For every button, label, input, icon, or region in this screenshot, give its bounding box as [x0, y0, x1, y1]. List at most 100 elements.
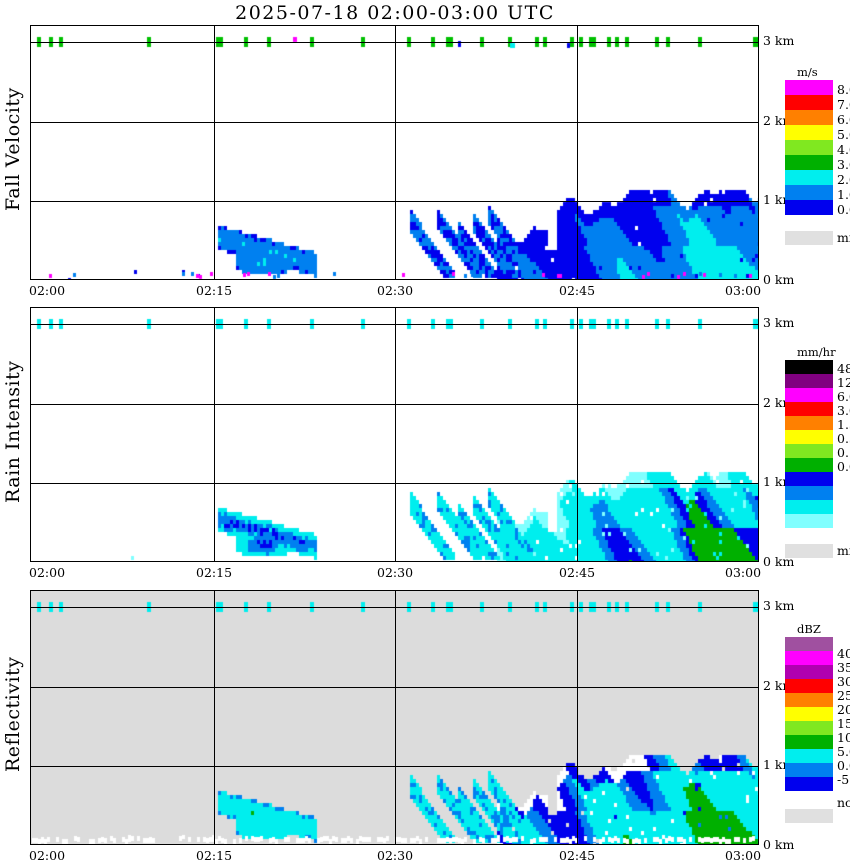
- gridline-vertical: [213, 26, 215, 279]
- x-tick-label: 02:00: [29, 848, 66, 863]
- colorbar-tick-label: 10.0: [837, 730, 850, 745]
- colorbar-tick-label: 0.5: [837, 431, 850, 446]
- colorbar-tick-label: 48.0: [837, 361, 850, 376]
- gridline-1km: [30, 201, 758, 202]
- x-tick-label: 02:00: [29, 565, 66, 580]
- colorbar-swatch: [785, 735, 833, 749]
- colorbar-swatch: [785, 170, 833, 185]
- colorbar-unit-fall-velocity: m/s: [797, 65, 818, 79]
- colorbar-swatch: [785, 749, 833, 763]
- page-title: 2025-07-18 02:00-03:00 UTC: [235, 2, 555, 24]
- y-tick-label: 3 km: [763, 598, 795, 613]
- gridline-vertical: [394, 591, 396, 844]
- colorbar-swatch: [785, 95, 833, 110]
- colorbar-swatch: [785, 721, 833, 735]
- colorbar-tick-label: 25.0: [837, 688, 850, 703]
- colorbar-swatch: [785, 486, 833, 500]
- colorbar-swatch: [785, 707, 833, 721]
- x-tick-label: 02:15: [196, 565, 233, 580]
- colorbar-tick-label: 30.0: [837, 674, 850, 689]
- colorbar-tick-label: 0.0: [837, 758, 850, 773]
- colorbar-tick-label: 15.0: [837, 716, 850, 731]
- gridline-vertical: [213, 308, 215, 561]
- y-tick-label: 0 km: [763, 837, 795, 852]
- x-tick-label: 02:30: [377, 565, 414, 580]
- colorbar-swatch: [785, 388, 833, 402]
- colorbar-swatch: [785, 125, 833, 140]
- colorbar-tick-label: 3.0: [837, 403, 850, 418]
- colorbar-tick-label: 5.0: [837, 127, 850, 142]
- colorbar-tick-label: -5.0: [837, 772, 850, 787]
- colorbar-swatch: [785, 679, 833, 693]
- colorbar-tick-label: 6.0: [837, 389, 850, 404]
- colorbar-swatch: [785, 155, 833, 170]
- gridline-2km: [30, 404, 758, 405]
- gridline-3km: [30, 607, 758, 608]
- gridline-vertical: [394, 26, 396, 279]
- colorbar-swatch: [785, 763, 833, 777]
- colorbar-tick-label: 7.0: [837, 97, 850, 112]
- plot-area-rain-intensity[interactable]: [29, 307, 759, 562]
- colorbar-swatch: [785, 402, 833, 416]
- plot-area-reflectivity[interactable]: [29, 590, 759, 845]
- gridline-2km: [30, 122, 758, 123]
- colorbar-tick-label: 2.0: [837, 172, 850, 187]
- colorbar-swatch: [785, 637, 833, 651]
- y-tick-label: 0 km: [763, 272, 795, 287]
- colorbar-swatch: [785, 360, 833, 374]
- colorbar-swatch: [785, 458, 833, 472]
- colorbar-tick-label: 40.0: [837, 646, 850, 661]
- colorbar-swatch: [785, 416, 833, 430]
- colorbar-swatch: [785, 693, 833, 707]
- plot-area-fall-velocity[interactable]: [29, 25, 759, 280]
- panel-title-reflectivity: Reflectivity: [2, 656, 24, 773]
- colorbar-missing-label: miss: [837, 543, 850, 558]
- y-tick-label: 3 km: [763, 33, 795, 48]
- x-tick-label: 03:00: [725, 283, 762, 298]
- colorbar-swatch: [785, 140, 833, 155]
- colorbar-missing-swatch: [785, 231, 833, 245]
- colorbar-tick-label: 12.0: [837, 375, 850, 390]
- colorbar-tick-label: 20.0: [837, 702, 850, 717]
- colorbar-tick-label: 35.0: [837, 660, 850, 675]
- colorbar-missing-label: none: [837, 795, 850, 810]
- colorbar-swatch: [785, 110, 833, 125]
- panel-title-rain-intensity: Rain Intensity: [2, 360, 24, 503]
- colorbar-swatch: [785, 374, 833, 388]
- colorbar-swatch: [785, 665, 833, 679]
- gridline-1km: [30, 766, 758, 767]
- colorbar-swatch: [785, 472, 833, 486]
- x-tick-label: 02:30: [377, 283, 414, 298]
- colorbar-tick-label: 0.0: [837, 459, 850, 474]
- colorbar-swatch: [785, 185, 833, 200]
- x-tick-label: 02:15: [196, 848, 233, 863]
- panel-title-fall-velocity: Fall Velocity: [2, 87, 24, 212]
- colorbar-missing-swatch: [785, 544, 833, 558]
- gridline-vertical: [576, 591, 578, 844]
- y-tick-label: 3 km: [763, 315, 795, 330]
- colorbar-tick-label: 4.0: [837, 142, 850, 157]
- gridline-vertical: [394, 308, 396, 561]
- x-tick-label: 02:45: [559, 283, 596, 298]
- gridline-vertical: [213, 591, 215, 844]
- colorbar-tick-label: 6.0: [837, 112, 850, 127]
- x-tick-label: 02:45: [559, 565, 596, 580]
- colorbar-swatch: [785, 651, 833, 665]
- x-tick-label: 03:00: [725, 565, 762, 580]
- x-tick-label: 02:30: [377, 848, 414, 863]
- colorbar-swatch: [785, 777, 833, 791]
- colorbar-missing-swatch: [785, 809, 833, 823]
- colorbar-tick-label: 1.0: [837, 187, 850, 202]
- colorbar-unit-rain-intensity: mm/hr: [797, 345, 836, 359]
- gridline-3km: [30, 324, 758, 325]
- colorbar-tick-label: 0.0: [837, 202, 850, 217]
- colorbar-swatch: [785, 430, 833, 444]
- colorbar-swatch: [785, 80, 833, 95]
- x-tick-label: 02:15: [196, 283, 233, 298]
- gridline-2km: [30, 687, 758, 688]
- colorbar-tick-label: 3.0: [837, 157, 850, 172]
- colorbar-swatch: [785, 500, 833, 514]
- colorbar-swatch: [785, 514, 833, 528]
- gridline-3km: [30, 42, 758, 43]
- colorbar-swatch: [785, 444, 833, 458]
